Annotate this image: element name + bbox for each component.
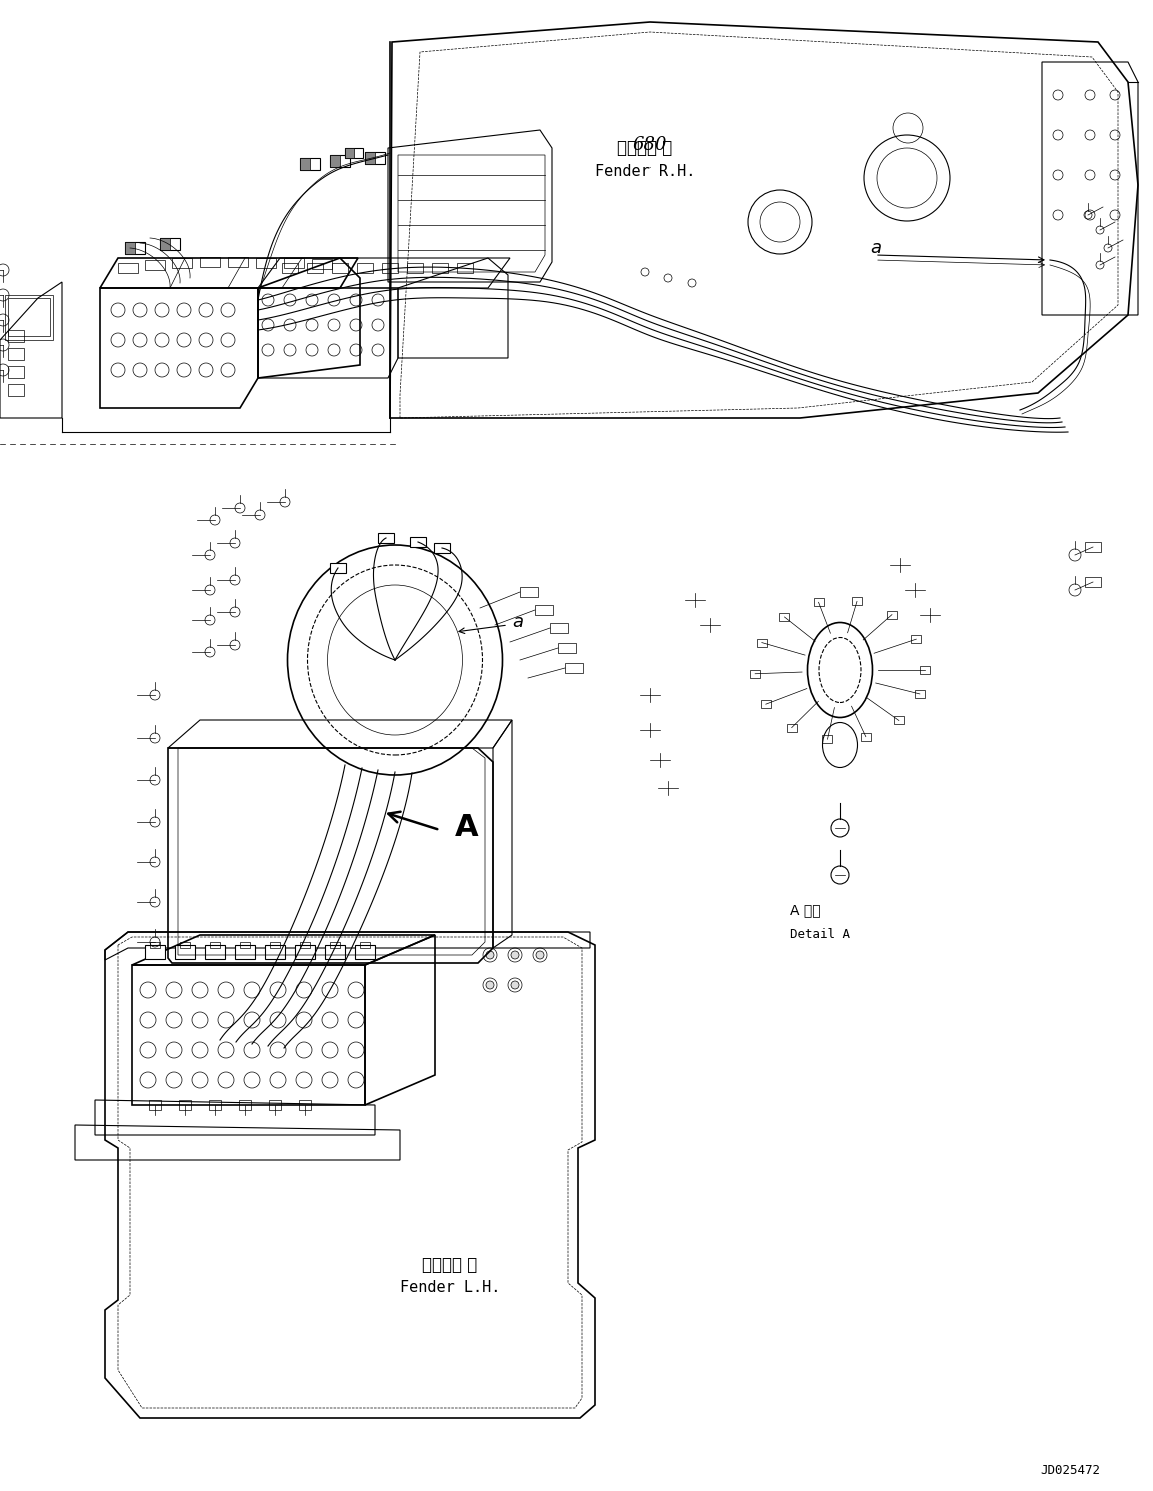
Bar (118, 262, 138, 273)
Bar (199, 256, 220, 267)
Bar (894, 717, 904, 725)
Bar (332, 262, 348, 273)
Bar (210, 942, 220, 948)
Circle shape (487, 981, 493, 989)
Bar (756, 638, 767, 647)
Bar (299, 1100, 311, 1109)
Bar (300, 158, 321, 170)
Circle shape (511, 951, 519, 959)
Bar (432, 262, 449, 273)
Bar (1085, 577, 1101, 587)
Text: A: A (455, 814, 478, 842)
Bar (325, 945, 345, 959)
Bar (345, 148, 354, 158)
Bar (366, 152, 375, 164)
Bar (382, 262, 398, 273)
Bar (175, 945, 195, 959)
Bar (565, 663, 583, 672)
Bar (1085, 543, 1101, 552)
Bar (295, 945, 315, 959)
Bar (8, 385, 24, 397)
Text: JD025472: JD025472 (1040, 1464, 1100, 1476)
Bar (814, 598, 823, 607)
Bar (284, 258, 304, 268)
Bar (240, 942, 250, 948)
Bar (550, 623, 568, 634)
Bar (520, 587, 538, 596)
Text: Detail A: Detail A (790, 929, 850, 941)
Bar (914, 690, 925, 698)
Bar (345, 148, 363, 158)
Bar (256, 258, 276, 268)
Bar (434, 543, 450, 553)
Bar (558, 643, 576, 653)
Bar (330, 155, 340, 167)
Bar (407, 262, 423, 273)
Bar (265, 945, 285, 959)
Bar (228, 256, 248, 267)
Circle shape (536, 951, 544, 959)
Bar (145, 259, 165, 270)
Bar (378, 532, 394, 543)
Bar (239, 1100, 251, 1109)
Bar (5, 295, 53, 340)
Bar (270, 942, 280, 948)
Bar (205, 945, 225, 959)
Bar (357, 262, 374, 273)
Text: フェンダ 左: フェンダ 左 (422, 1255, 477, 1273)
Bar (8, 330, 24, 341)
Text: Fender R.H.: Fender R.H. (595, 164, 695, 179)
Bar (779, 613, 790, 620)
Text: A 詳細: A 詳細 (790, 904, 821, 917)
Bar (8, 298, 50, 335)
Bar (180, 942, 190, 948)
Bar (911, 635, 921, 643)
Bar (786, 723, 797, 732)
Bar (355, 945, 375, 959)
Text: フェンダ 右: フェンダ 右 (617, 139, 672, 157)
Bar (312, 259, 332, 268)
Bar (160, 239, 169, 250)
Bar (8, 365, 24, 379)
Bar (235, 945, 255, 959)
Bar (125, 242, 145, 253)
Text: 680: 680 (633, 136, 668, 154)
Bar (360, 942, 370, 948)
Bar (330, 564, 346, 573)
Bar (209, 1100, 221, 1109)
Bar (160, 239, 180, 250)
Bar (300, 942, 310, 948)
Bar (920, 666, 930, 674)
Bar (125, 242, 135, 253)
Text: Fender L.H.: Fender L.H. (400, 1281, 500, 1296)
Bar (172, 258, 193, 268)
Bar (822, 735, 832, 743)
Bar (410, 537, 425, 547)
Bar (330, 155, 351, 167)
Bar (457, 262, 473, 273)
Bar (269, 1100, 281, 1109)
Bar (282, 262, 297, 273)
Bar (751, 669, 760, 678)
Bar (8, 347, 24, 359)
Bar (149, 1100, 161, 1109)
Bar (307, 262, 323, 273)
Bar (761, 701, 771, 708)
Bar (366, 152, 385, 164)
Text: a: a (871, 239, 881, 256)
Bar (535, 605, 553, 614)
Bar (300, 158, 310, 170)
Bar (330, 942, 340, 948)
Bar (887, 611, 897, 619)
Bar (179, 1100, 191, 1109)
Circle shape (487, 951, 493, 959)
Bar (145, 945, 165, 959)
Bar (852, 598, 862, 605)
Bar (150, 942, 160, 948)
Circle shape (511, 981, 519, 989)
Text: a: a (512, 613, 523, 631)
Bar (861, 732, 871, 741)
